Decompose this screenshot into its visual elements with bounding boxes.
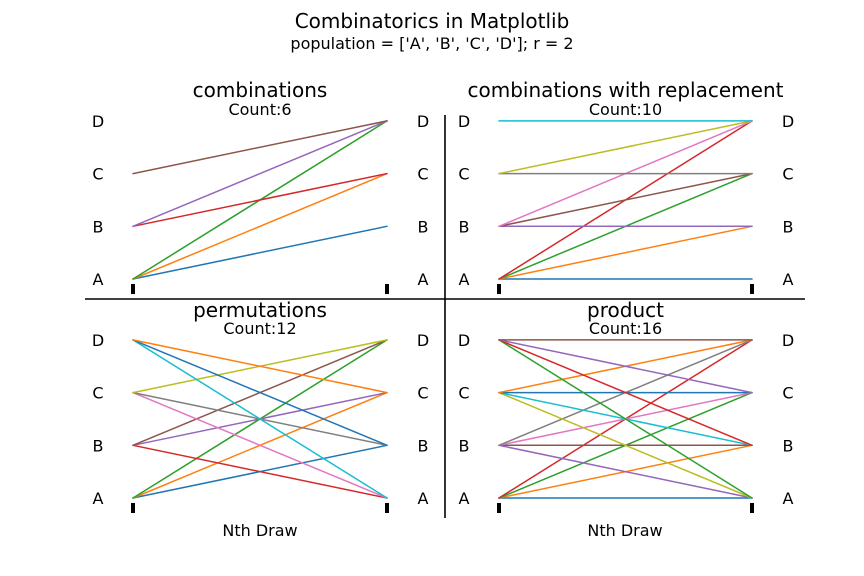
tick-label-right-D: D xyxy=(417,112,429,131)
tick-label-left-B: B xyxy=(93,436,104,455)
pair-line-D-B xyxy=(498,339,753,447)
tick-label-right-C: C xyxy=(782,165,793,184)
pair-line-D-C xyxy=(132,339,388,394)
tick-label-left-D: D xyxy=(92,331,104,350)
tick-label-left-D: D xyxy=(458,331,470,350)
tick-label-left-D: D xyxy=(458,112,470,131)
pair-line-C-D xyxy=(498,120,753,175)
tick-label-left-B: B xyxy=(93,217,104,236)
tick-label-right-C: C xyxy=(417,165,428,184)
pair-line-D-B xyxy=(132,339,388,447)
tick-label-right-A: A xyxy=(418,270,429,289)
tick-label-left-C: C xyxy=(92,384,103,403)
tick-label-left-B: B xyxy=(459,217,470,236)
pair-line-A-C xyxy=(132,172,388,280)
tick-label-right-D: D xyxy=(417,331,429,350)
pair-line-C-D xyxy=(132,120,388,175)
tick-label-right-B: B xyxy=(418,436,429,455)
tick-label-left-C: C xyxy=(92,165,103,184)
tick-label-left-B: B xyxy=(459,436,470,455)
pair-line-D-A xyxy=(132,339,388,499)
tick-label-right-C: C xyxy=(782,384,793,403)
pair-line-C-A xyxy=(132,391,388,499)
pair-line-A-B xyxy=(498,225,753,280)
tick-label-left-A: A xyxy=(459,270,470,289)
tick-label-right-A: A xyxy=(783,270,794,289)
pair-line-B-A xyxy=(498,444,753,499)
tick-label-right-A: A xyxy=(418,489,429,508)
tick-label-right-D: D xyxy=(782,112,794,131)
panel-count: Count:6 xyxy=(228,100,291,119)
tick-label-right-B: B xyxy=(783,217,794,236)
tick-label-left-D: D xyxy=(92,112,104,131)
tick-label-left-C: C xyxy=(458,384,469,403)
tick-label-left-A: A xyxy=(459,489,470,508)
figure-title: Combinatorics in Matplotlib xyxy=(295,9,570,33)
tick-label-right-B: B xyxy=(783,436,794,455)
tick-label-right-C: C xyxy=(417,384,428,403)
pair-line-B-A xyxy=(132,444,388,499)
panel-title: product xyxy=(587,298,664,322)
panel-title: permutations xyxy=(193,298,327,322)
divider-lines xyxy=(85,115,805,518)
tick-label-left-A: A xyxy=(93,489,104,508)
pair-line-D-A xyxy=(498,339,753,499)
pair-line-D-C xyxy=(498,339,753,394)
panel-count: Count:16 xyxy=(589,319,662,338)
figure-subtitle: population = ['A', 'B', 'C', 'D']; r = 2 xyxy=(290,34,573,53)
pair-line-B-D xyxy=(132,120,388,228)
xlabel-left: Nth Draw xyxy=(222,521,297,540)
panel-title: combinations xyxy=(193,78,328,102)
pair-line-B-C xyxy=(498,172,753,228)
pair-line-A-B xyxy=(132,225,388,280)
tick-label-right-A: A xyxy=(783,489,794,508)
tick-label-left-C: C xyxy=(458,165,469,184)
tick-label-right-D: D xyxy=(782,331,794,350)
xlabel-right: Nth Draw xyxy=(587,521,662,540)
panel-count: Count:10 xyxy=(589,100,662,119)
pair-line-C-A xyxy=(498,391,753,499)
tick-label-left-A: A xyxy=(93,270,104,289)
pair-line-B-C xyxy=(132,172,388,228)
panel-count: Count:12 xyxy=(223,319,296,338)
panel-title: combinations with replacement xyxy=(468,78,784,102)
tick-label-right-B: B xyxy=(418,217,429,236)
